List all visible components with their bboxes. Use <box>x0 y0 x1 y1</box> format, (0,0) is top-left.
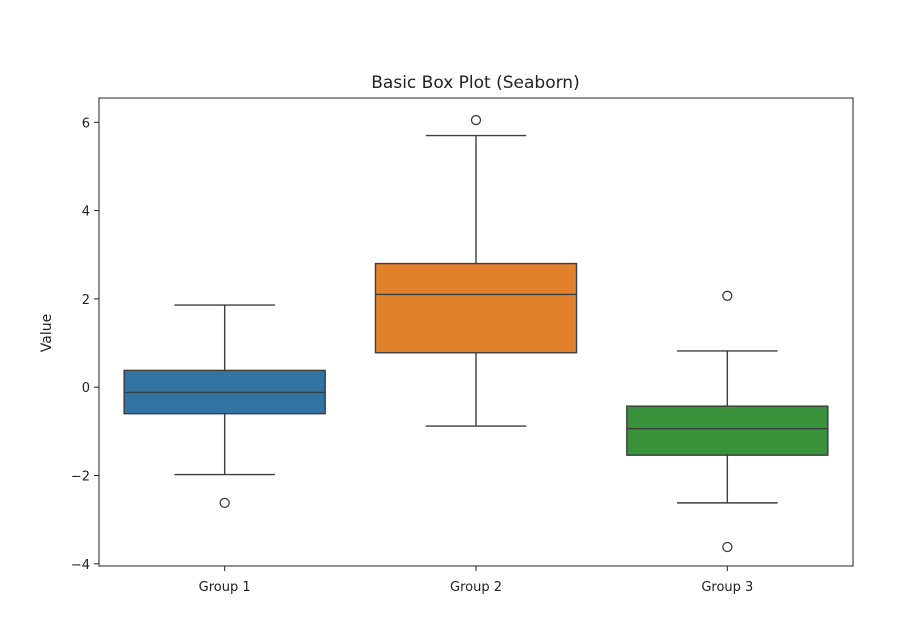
y-tick-label: 6 <box>82 116 90 131</box>
outlier-point <box>722 290 733 301</box>
outlier-point <box>470 114 482 126</box>
chart-title: Basic Box Plot (Seaborn) <box>371 73 579 93</box>
y-axis-label: Value <box>39 314 55 352</box>
plot-frame <box>98 97 854 567</box>
y-tick-label: 4 <box>82 205 90 220</box>
box-2 <box>374 262 578 354</box>
box-3 <box>626 405 829 456</box>
plot-area: −4 −2 0 2 4 6 Group 1 Group 2 Group 3 <box>71 114 829 595</box>
x-tick-label: Group 2 <box>450 580 502 595</box>
y-tick-label: −4 <box>71 558 90 573</box>
y-tick-label: −2 <box>71 469 90 484</box>
y-tick-label: 2 <box>82 293 90 308</box>
outlier-point <box>722 541 733 553</box>
y-tick-label: 0 <box>82 381 90 396</box>
x-tick-label: Group 1 <box>199 580 251 595</box>
outlier-point <box>219 497 230 509</box>
x-tick-label: Group 3 <box>701 580 753 595</box>
